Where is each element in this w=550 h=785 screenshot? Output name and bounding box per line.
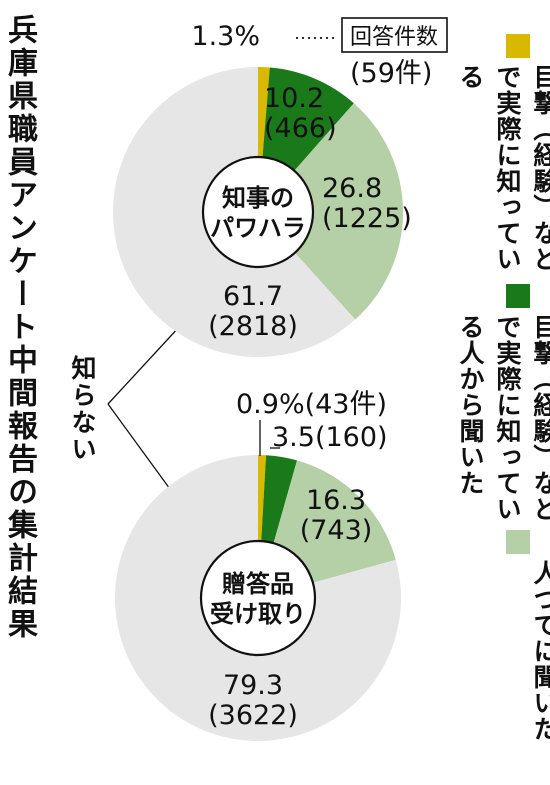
page-title: 兵庫県職員アンケート中間報告の集計結果 [2,14,37,641]
data-label-count: (466) [264,113,337,144]
data-label-count: (743) [300,515,373,546]
pie-center-label-circle [199,539,317,657]
data-label-value: 1.3% [191,21,260,52]
data-label-value: 10.2 [264,83,324,114]
legend-label: 目撃（経験）などで実際に知っている [456,64,550,272]
data-label: 0.9%(43件) [236,389,387,420]
slice-hearsay [258,103,404,320]
legend-label: 目撃（経験）などで実際に知っている人から聞いた [456,314,550,522]
pie-title: 受け取り [210,600,306,628]
pie-title: 贈答品 [222,570,294,598]
data-label-count: (3622) [208,700,298,731]
legend-swatch [506,284,530,308]
data-label-count: (2818) [208,311,298,342]
count-header-label: 回答件数 [350,25,438,50]
not-know-label: 知らない [68,355,97,463]
pie-title: 知事の [222,184,294,212]
data-label-count: (1225) [322,203,412,234]
pie-title: パワハラ [210,214,306,242]
count-header-box [341,17,448,53]
legend-swatch [506,530,530,554]
connector-lines [107,325,181,501]
data-label: 3.5(160) [272,422,388,453]
legend-swatch [506,34,530,58]
legend-label: 人づてに聞いた [530,560,550,742]
data-label-value: 26.8 [322,173,382,204]
data-label-value: 61.7 [223,281,283,312]
data-label-count: (59件) [350,58,432,89]
data-label-value: 16.3 [306,485,366,516]
pie-center-label-circle [201,155,315,269]
data-label-value: 79.3 [223,670,283,701]
